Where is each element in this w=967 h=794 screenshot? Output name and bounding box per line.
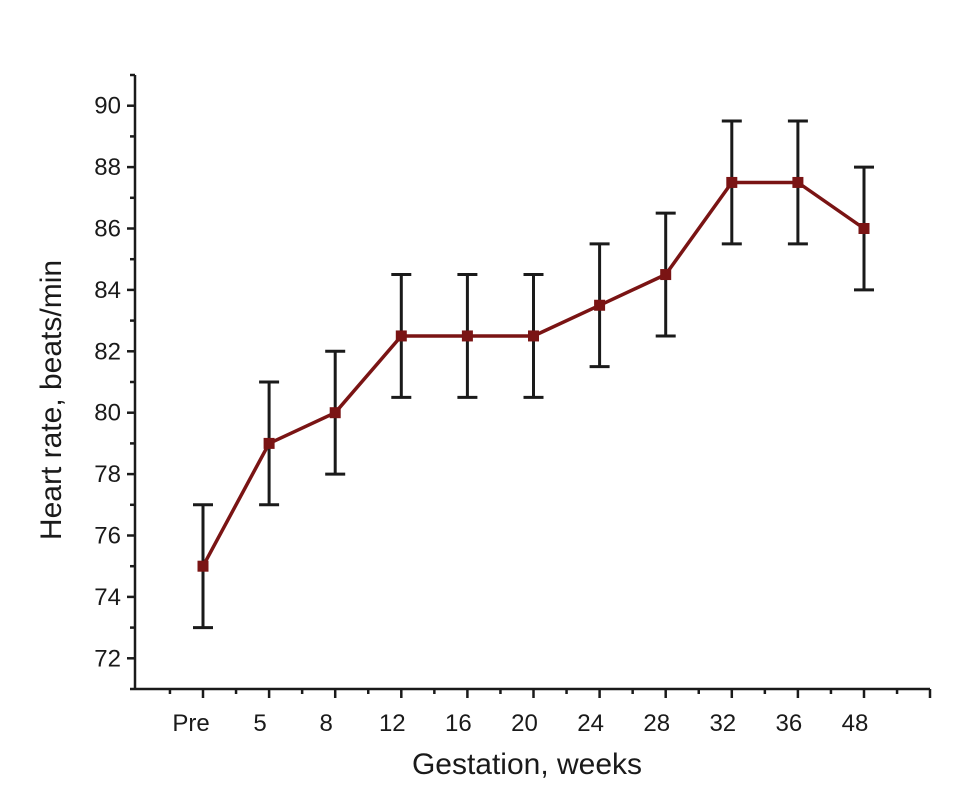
- x-tick-label: 28: [643, 710, 670, 737]
- x-axis-title: Gestation, weeks: [412, 748, 642, 781]
- data-point: [263, 437, 275, 449]
- x-tick-label: 20: [511, 710, 538, 737]
- y-tick-label: 88: [94, 154, 121, 181]
- y-tick-label: 82: [94, 338, 121, 365]
- error-bars: [193, 119, 874, 630]
- x-tick-label: 16: [445, 710, 472, 737]
- y-tick-label: 74: [94, 584, 121, 611]
- y-tick-label: 90: [94, 93, 121, 120]
- y-tick-label: 78: [94, 461, 121, 488]
- x-tick-label: 48: [842, 710, 869, 737]
- data-point: [660, 269, 672, 281]
- x-tick-label: 36: [776, 710, 803, 737]
- data-point: [197, 560, 209, 572]
- y-tick-label: 80: [94, 400, 121, 427]
- x-tick-label: Pre: [172, 710, 209, 737]
- x-tick-label: 12: [379, 710, 406, 737]
- y-tick-label: 86: [94, 216, 121, 243]
- x-tick-label: 24: [577, 710, 604, 737]
- x-tick-label: 8: [320, 710, 333, 737]
- y-tick-label: 76: [94, 523, 121, 550]
- data-point: [726, 176, 738, 188]
- x-tick-label: 5: [253, 710, 266, 737]
- y-tick-label: 84: [94, 277, 121, 304]
- data-points: [197, 176, 870, 572]
- data-point: [594, 299, 606, 311]
- data-point: [528, 330, 539, 342]
- data-point: [395, 330, 407, 342]
- y-axis-title: Heart rate, beats/min: [35, 260, 68, 540]
- ticks: 72 74 76 78 80 82 84 86 88 90 Pre 5 8 12 16 20 24 28 32 36 4…: [94, 73, 932, 737]
- y-tick-label: 72: [94, 645, 121, 672]
- data-point: [461, 330, 473, 342]
- data-point: [858, 223, 870, 234]
- x-tick-label: 32: [709, 710, 736, 737]
- data-point: [792, 176, 804, 188]
- data-point: [329, 407, 341, 419]
